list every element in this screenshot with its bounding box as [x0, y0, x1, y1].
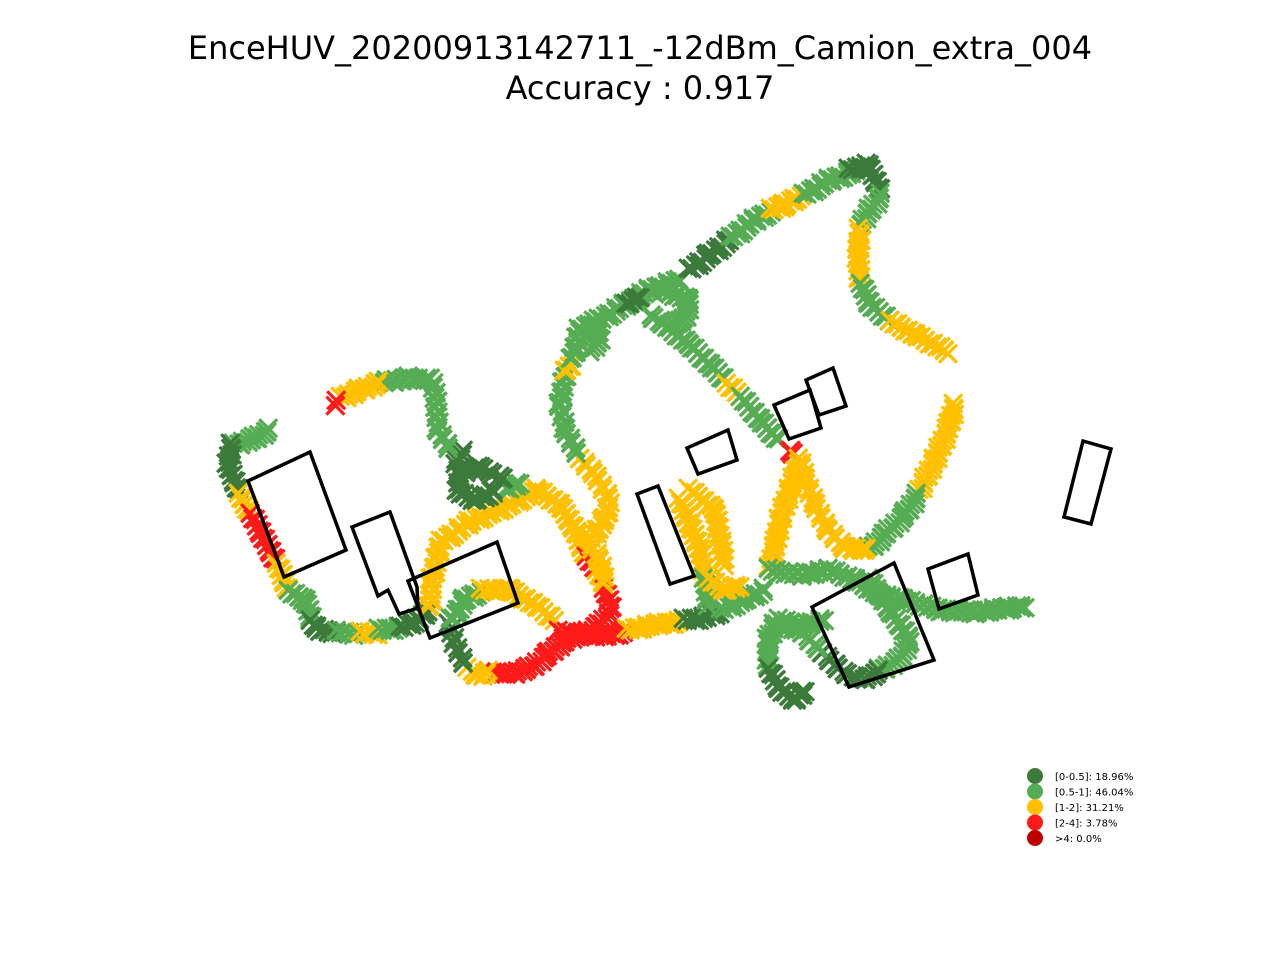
building-outline	[684, 427, 740, 477]
building-outline	[1061, 438, 1114, 527]
legend-marker	[1027, 830, 1043, 846]
legend: [0-0.5]: 18.96% [0.5-1]: 46.04% [1-2]: 31.…	[1027, 768, 1133, 846]
track-point	[1014, 597, 1036, 618]
building-outlines	[245, 365, 1114, 690]
track-point	[483, 480, 504, 501]
track-point	[721, 576, 742, 597]
track-point	[861, 159, 882, 180]
track-point	[815, 517, 837, 538]
building-outline	[245, 449, 349, 580]
track-point	[712, 549, 733, 571]
track-point	[641, 304, 662, 326]
track-point	[492, 663, 513, 685]
legend-marker	[1027, 799, 1043, 815]
track-point	[452, 652, 474, 673]
track-point	[791, 681, 812, 702]
legend-label: >4: 0.0%	[1055, 834, 1102, 845]
track-point	[444, 453, 466, 474]
building-outline	[349, 509, 420, 617]
legend-label: [1-2]: 31.21%	[1055, 803, 1124, 814]
chart-subtitle: Accuracy : 0.917	[505, 69, 775, 107]
track-point	[729, 576, 751, 597]
legend-marker	[1027, 814, 1043, 831]
track-point	[697, 595, 718, 616]
track-point	[483, 483, 504, 504]
building-outline	[925, 551, 981, 612]
legend-marker	[1027, 768, 1043, 784]
track-point	[714, 555, 735, 576]
track-point	[848, 268, 869, 289]
track-point	[788, 454, 809, 475]
building-outline	[803, 365, 849, 418]
track-point	[580, 337, 601, 358]
track-point	[753, 581, 774, 602]
track-point	[506, 472, 527, 494]
track-point	[725, 578, 746, 599]
track-point	[587, 547, 608, 569]
legend-label: [0.5-1]: 46.04%	[1055, 788, 1133, 799]
track-point	[565, 442, 587, 463]
track-point	[579, 341, 601, 362]
track-point	[814, 610, 835, 631]
legend-label: [0-0.5]: 18.96%	[1055, 772, 1133, 783]
track-point	[937, 343, 959, 364]
track-point	[753, 578, 774, 599]
chart-title: EnceHUV_20200913142711_-12dBm_Camion_ext…	[187, 29, 1093, 67]
building-outline	[809, 560, 937, 690]
track-point	[552, 622, 573, 644]
track-point	[472, 666, 493, 687]
track-point	[763, 664, 784, 685]
track-point	[310, 620, 331, 642]
track-point	[326, 390, 347, 411]
building-outline	[634, 483, 697, 587]
building-outline	[405, 539, 521, 641]
track-point	[794, 681, 816, 702]
track-point	[725, 575, 746, 596]
legend-marker	[1027, 783, 1043, 800]
track-point	[626, 287, 647, 308]
track-point	[778, 484, 799, 505]
track-markers	[216, 153, 1036, 711]
building-outline	[771, 387, 824, 442]
track-point	[325, 395, 346, 416]
track-point	[509, 473, 531, 494]
track-point	[629, 287, 651, 308]
track-point	[445, 449, 466, 470]
legend-label: [2-4]: 3.78%	[1055, 819, 1117, 830]
